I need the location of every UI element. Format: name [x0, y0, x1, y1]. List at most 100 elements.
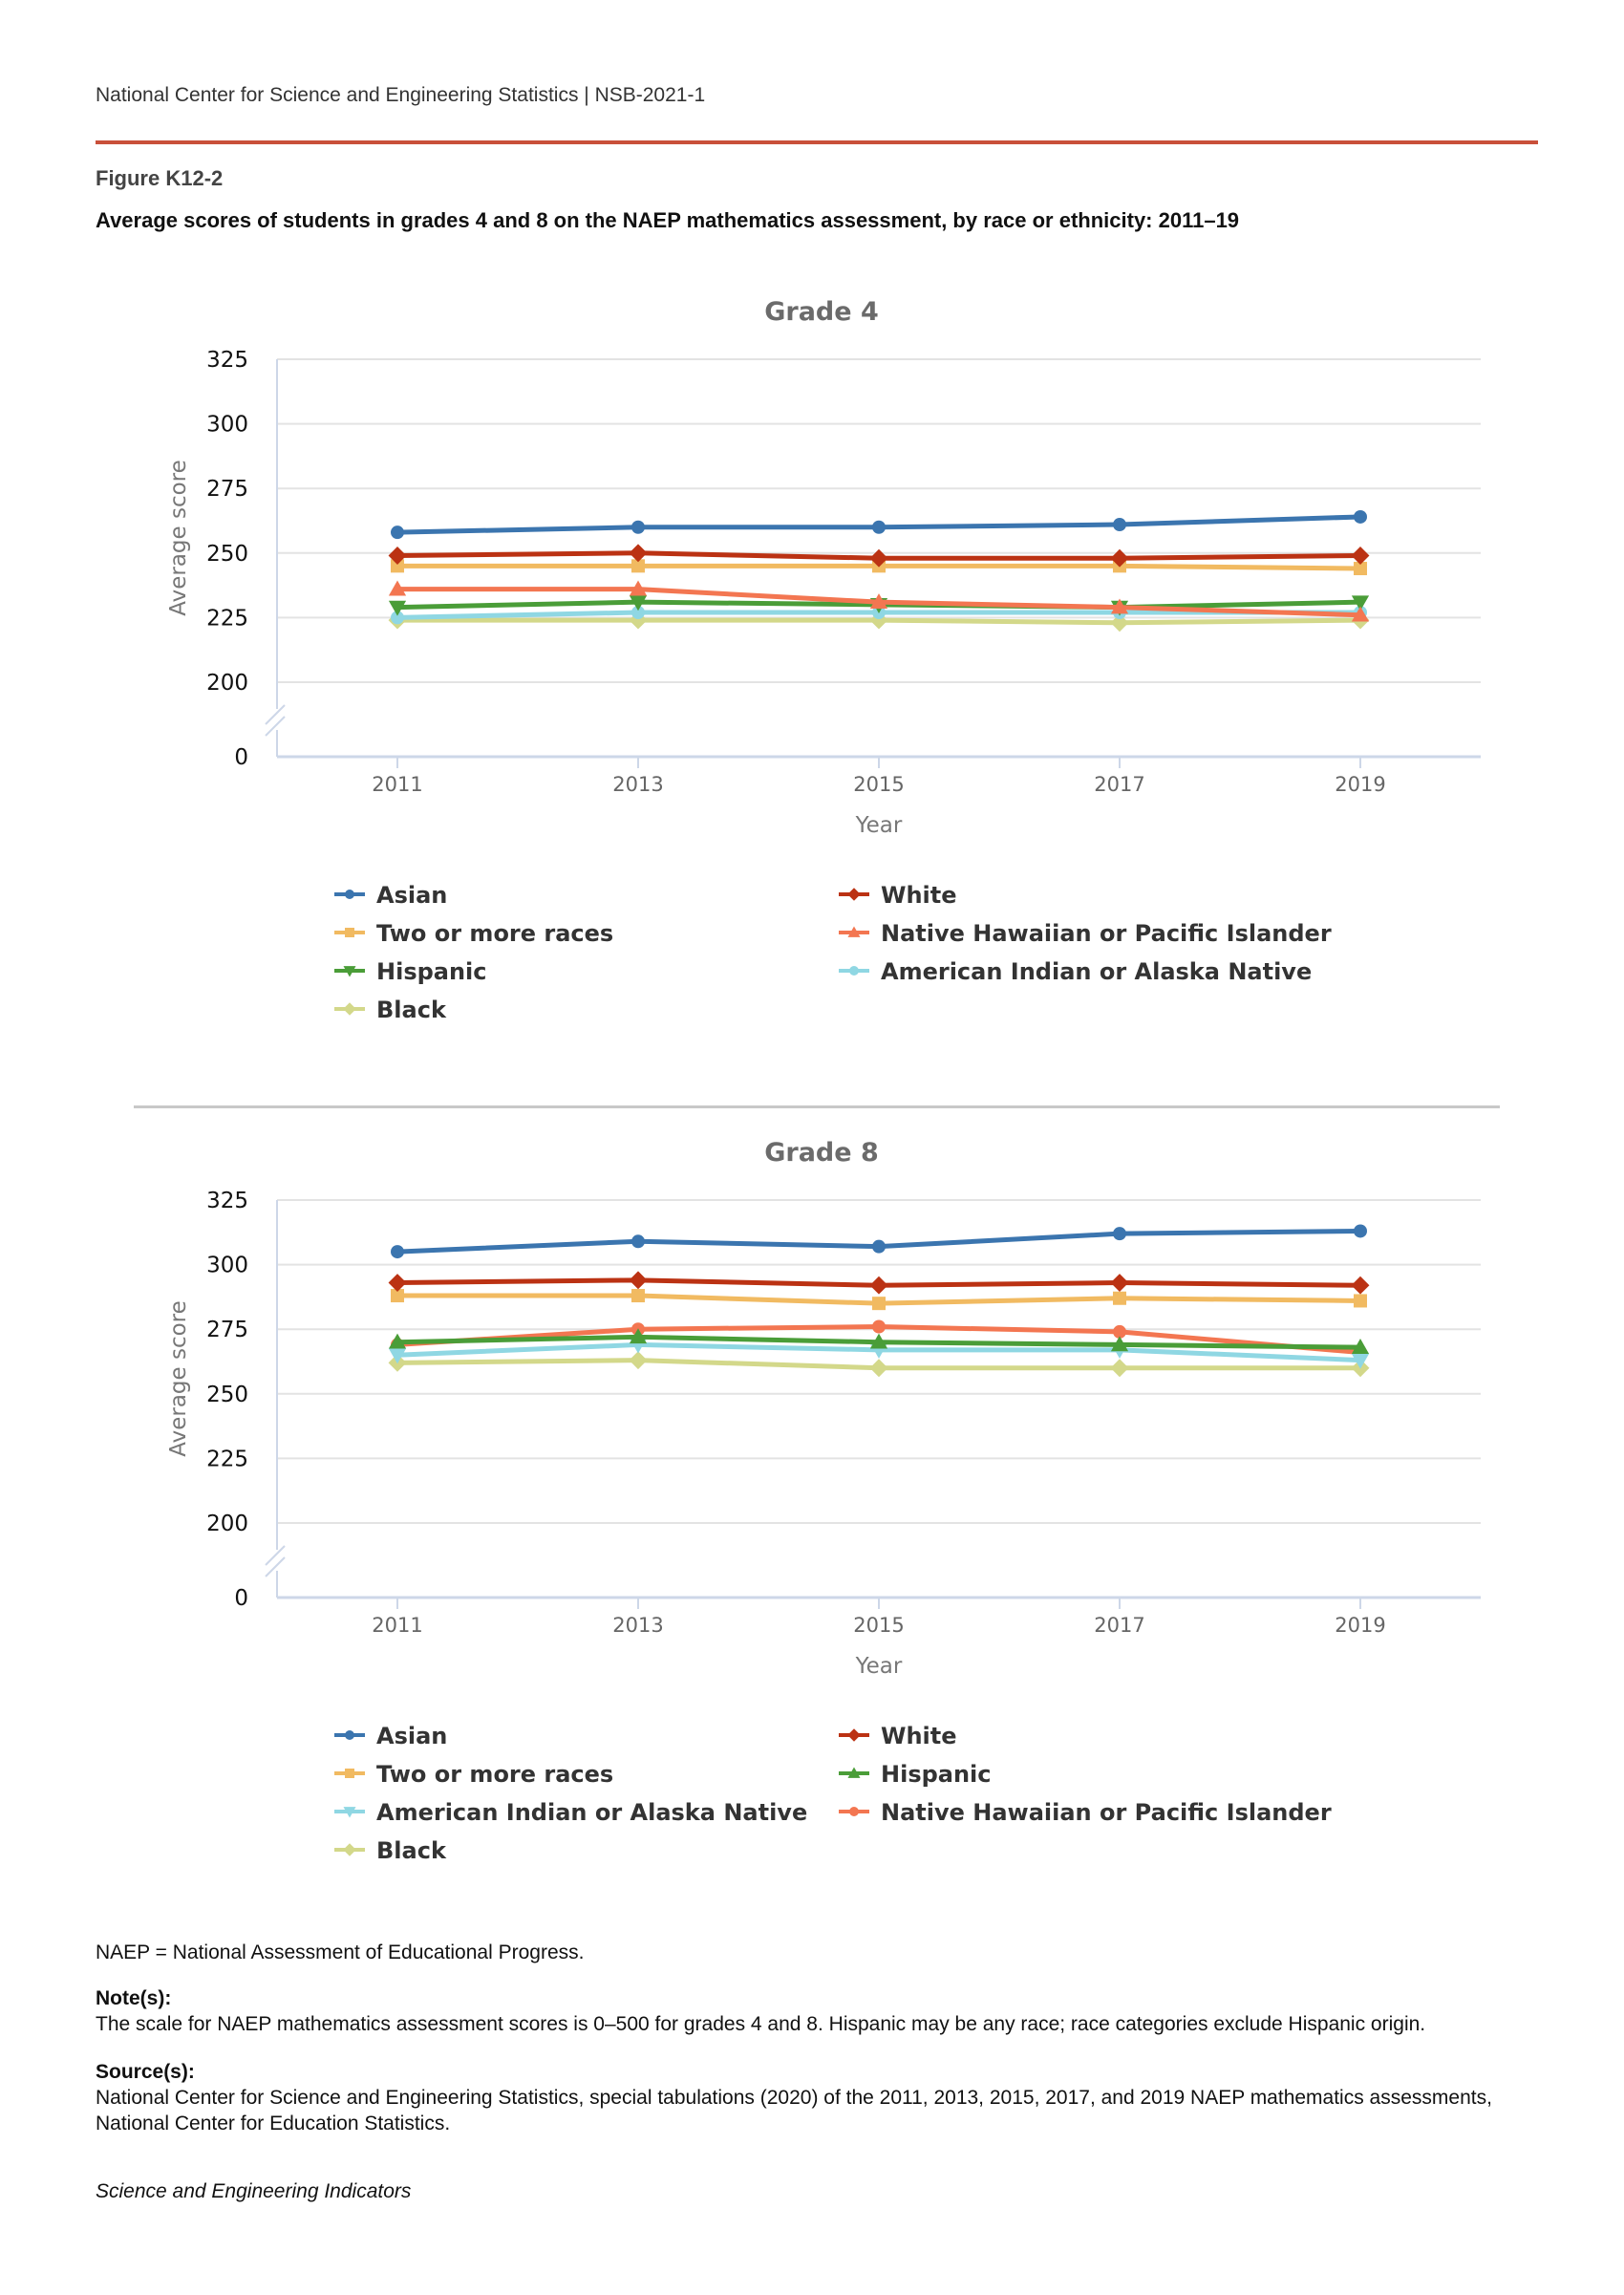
legend-marker-icon: [345, 1730, 354, 1740]
data-point-white: [388, 547, 407, 565]
y-axis-label: Average score: [166, 460, 191, 616]
y-tick-label: 325: [206, 1189, 248, 1213]
data-point-asian: [1354, 1224, 1367, 1238]
legend-item-white: White: [839, 1723, 957, 1749]
legend-marker-icon: [345, 928, 354, 937]
series-white: [388, 544, 1370, 568]
data-point-hispanic: [1110, 1336, 1129, 1352]
y-tick-label: 225: [206, 606, 248, 631]
data-point-two-or-more-races: [1354, 1294, 1367, 1308]
data-point-native-hawaiian-or-pacific-islander: [1351, 606, 1370, 622]
data-point-white: [869, 1276, 888, 1295]
x-tick-label: 2013: [612, 1614, 663, 1637]
data-point-two-or-more-races: [1354, 562, 1367, 576]
data-point-hispanic: [629, 595, 648, 611]
figure-title: Average scores of students in grades 4 a…: [96, 208, 1240, 232]
legend-marker-icon: [343, 1002, 356, 1016]
data-point-asian: [1113, 1227, 1126, 1241]
x-tick-label: 2015: [853, 773, 904, 796]
legend-marker-icon: [343, 966, 356, 977]
data-point-native-hawaiian-or-pacific-islander: [1113, 1324, 1126, 1339]
series-asian: [391, 1224, 1367, 1259]
legend-item-two-or-more-races: Two or more races: [334, 920, 613, 947]
data-point-white: [1351, 547, 1370, 565]
data-point-asian: [391, 1245, 404, 1259]
legend-item-native-hawaiian-or-pacific-islander: Native Hawaiian or Pacific Islander: [839, 920, 1332, 947]
legend-item-hispanic: Hispanic: [334, 958, 487, 985]
data-point-asian: [631, 1234, 645, 1249]
axis-break-mark: [265, 704, 286, 725]
legend-item-two-or-more-races: Two or more races: [334, 1761, 613, 1788]
series-hispanic: [388, 1328, 1370, 1354]
series-asian: [391, 509, 1367, 540]
legend-label: Native Hawaiian or Pacific Islander: [881, 1799, 1332, 1826]
data-point-two-or-more-races: [1113, 1291, 1126, 1305]
y-tick-label: 0: [234, 745, 248, 770]
y-tick-label: 325: [206, 348, 248, 373]
x-tick-label: 2011: [372, 1614, 422, 1637]
data-point-hispanic: [629, 1328, 648, 1344]
x-axis-label: Year: [855, 813, 903, 838]
x-tick-label: 2019: [1335, 1614, 1385, 1637]
data-point-asian: [872, 520, 886, 534]
x-axis-label: Year: [855, 1654, 903, 1679]
legend-label: American Indian or Alaska Native: [376, 1799, 807, 1826]
legend-label: Asian: [376, 1723, 447, 1749]
data-point-hispanic: [1351, 1339, 1370, 1354]
legend-label: Hispanic: [376, 958, 487, 985]
data-point-asian: [1354, 509, 1367, 524]
data-point-asian: [1113, 518, 1126, 532]
legend-label: White: [881, 1723, 957, 1749]
axis-break-mark: [265, 1556, 286, 1577]
data-point-hispanic: [388, 600, 407, 616]
data-point-white: [1110, 548, 1129, 568]
legend-item-american-indian-or-alaska-native: American Indian or Alaska Native: [334, 1799, 807, 1826]
legend-marker-icon: [345, 890, 354, 899]
axis-break-gap: [266, 1550, 288, 1571]
notes-section: Note(s): The scale for NAEP mathematics …: [96, 1985, 1548, 2037]
legend-item-black: Black: [334, 1837, 447, 1864]
x-tick-label: 2017: [1094, 1614, 1144, 1637]
data-point-hispanic: [1351, 595, 1370, 611]
legend-label: Hispanic: [881, 1761, 992, 1788]
legend-item-asian: Asian: [334, 1723, 447, 1749]
sources-section: Source(s): National Center for Science a…: [96, 2059, 1548, 2136]
data-point-native-hawaiian-or-pacific-islander: [629, 580, 648, 596]
y-tick-label: 250: [206, 542, 248, 567]
series-native-hawaiian-or-pacific-islander: [388, 580, 1370, 622]
data-point-native-hawaiian-or-pacific-islander: [1110, 598, 1129, 614]
y-tick-label: 300: [206, 413, 248, 438]
legend-item-hispanic: Hispanic: [839, 1761, 992, 1788]
legend-label: Two or more races: [376, 920, 613, 947]
y-tick-label: 200: [206, 1512, 248, 1536]
abbreviation-note: NAEP = National Assessment of Educationa…: [96, 1941, 585, 1963]
sources-text: National Center for Science and Engineer…: [96, 2087, 1492, 2134]
legend-item-american-indian-or-alaska-native: American Indian or Alaska Native: [839, 958, 1312, 985]
legend-label: American Indian or Alaska Native: [881, 958, 1312, 985]
data-point-two-or-more-races: [872, 1297, 886, 1311]
y-tick-label: 300: [206, 1254, 248, 1278]
data-point-asian: [872, 1239, 886, 1254]
sources-label: Source(s):: [96, 2061, 195, 2083]
chart-separator: [134, 1105, 1500, 1108]
legend-label: Native Hawaiian or Pacific Islander: [881, 920, 1332, 947]
data-point-american-indian-or-alaska-native: [1351, 1353, 1370, 1369]
data-point-two-or-more-races: [391, 559, 404, 573]
series-white: [388, 1271, 1370, 1295]
legend-label: White: [881, 882, 957, 909]
y-tick-label: 0: [234, 1586, 248, 1611]
notes-label: Note(s):: [96, 1987, 172, 2009]
legend-marker-icon: [847, 888, 861, 901]
data-point-american-indian-or-alaska-native: [391, 611, 404, 625]
data-point-black: [1110, 1359, 1129, 1378]
legend-item-native-hawaiian-or-pacific-islander: Native Hawaiian or Pacific Islander: [839, 1799, 1332, 1826]
chart-title: Grade 4: [764, 297, 879, 327]
y-tick-label: 250: [206, 1383, 248, 1407]
y-tick-label: 275: [206, 477, 248, 502]
data-point-white: [869, 548, 888, 568]
axis-break-mark: [265, 1545, 286, 1566]
legend-item-asian: Asian: [334, 882, 447, 909]
legend-label: Two or more races: [376, 1761, 613, 1788]
y-tick-label: 275: [206, 1318, 248, 1342]
data-point-hispanic: [388, 1333, 407, 1349]
